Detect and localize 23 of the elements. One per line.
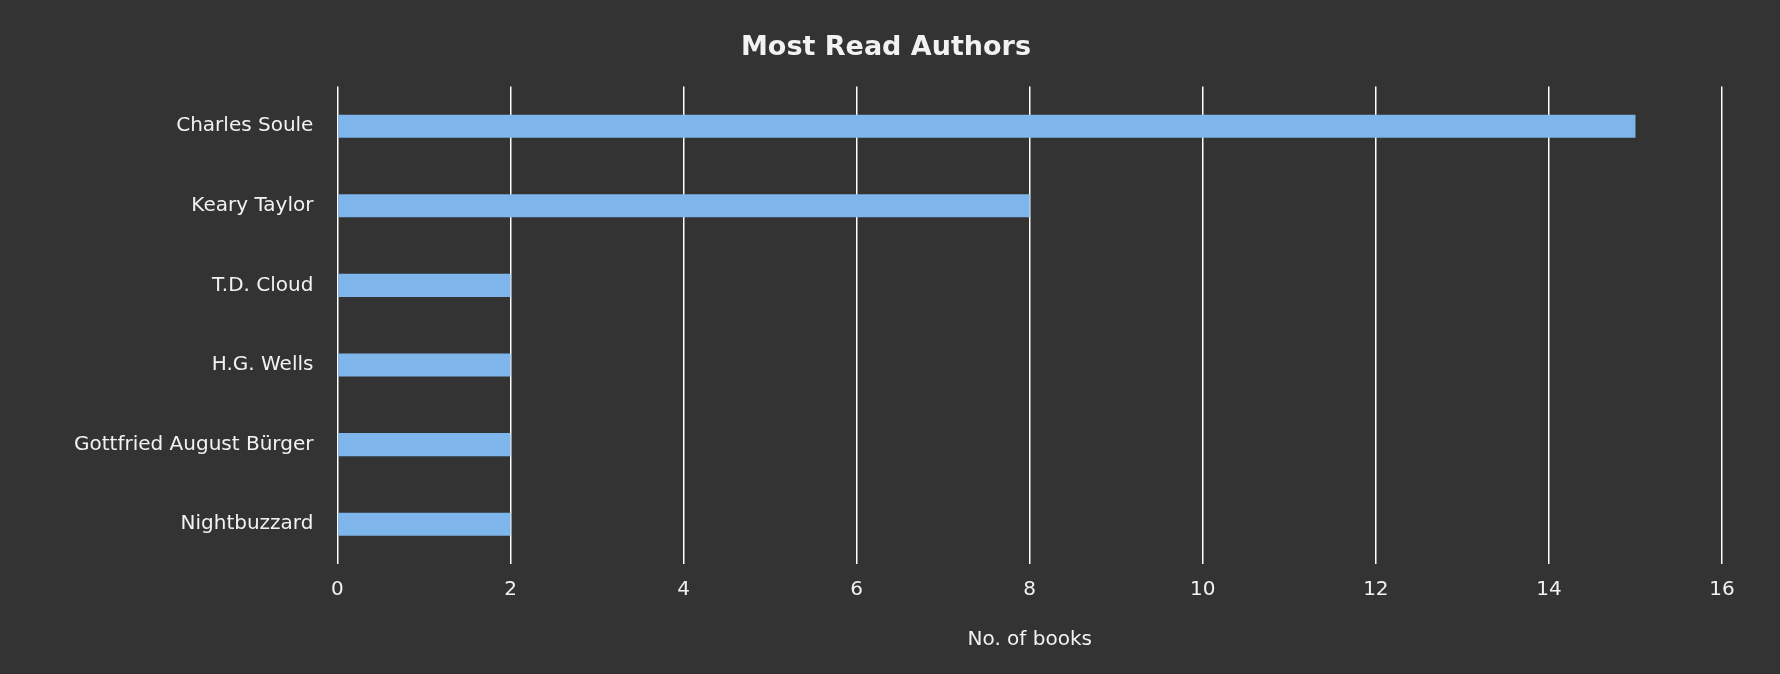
bar (338, 273, 511, 297)
x-tick-label: 2 (504, 576, 517, 601)
y-tick-label: Gottfried August Bürger (74, 430, 315, 455)
x-axis-title: No. of books (967, 626, 1092, 651)
x-tick-label: 6 (850, 576, 864, 601)
bar (338, 512, 511, 536)
x-tick-label: 16 (1709, 576, 1735, 601)
y-tick-label: T.D. Cloud (210, 271, 314, 296)
y-tick-label: Keary Taylor (191, 192, 315, 216)
bar (338, 353, 511, 377)
x-tick-label: 10 (1190, 576, 1216, 601)
x-tick-label: 0 (331, 576, 344, 601)
y-tick-label: Nightbuzzard (180, 510, 314, 535)
bar (338, 114, 1636, 138)
x-tick-label: 4 (677, 576, 690, 601)
x-tick-label: 8 (1023, 576, 1037, 601)
x-tick-label: 12 (1363, 576, 1389, 601)
x-tick-label: 14 (1536, 576, 1562, 601)
bar (338, 194, 1030, 218)
bar (338, 433, 511, 457)
y-tick-label: H.G. Wells (211, 351, 314, 376)
chart-title: Most Read Authors (740, 30, 1032, 62)
y-tick-label: Charles Soule (176, 112, 314, 137)
